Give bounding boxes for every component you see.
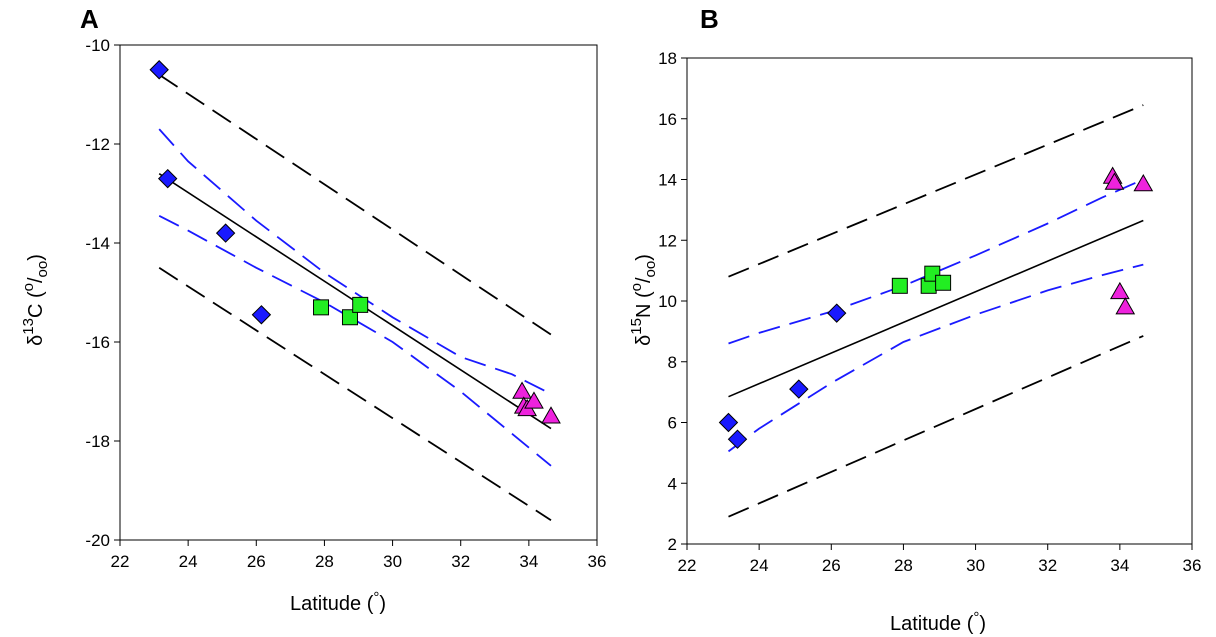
y-tick-label: -14 xyxy=(85,234,110,253)
x-tick-label: 24 xyxy=(179,552,198,571)
x-tick-label: 34 xyxy=(1110,556,1129,575)
y-tick-label: -18 xyxy=(85,432,110,451)
triangle-point xyxy=(512,381,532,399)
panel-a-label: A xyxy=(80,4,99,34)
x-tick-label: 22 xyxy=(678,556,697,575)
prediction-interval-line xyxy=(728,104,1144,278)
y-tick-label: 16 xyxy=(658,110,677,129)
diamond-point xyxy=(727,429,748,449)
confidence-interval-line xyxy=(158,128,552,395)
panel-b-fit-lines xyxy=(727,104,1144,518)
x-tick-label: 32 xyxy=(1038,556,1057,575)
prediction-interval-line xyxy=(158,73,552,336)
triangle-point xyxy=(1133,174,1154,192)
x-tick-label: 28 xyxy=(894,556,913,575)
x-tick-label: 26 xyxy=(247,552,266,571)
panel-a-y-axis-title: δ13C (o/oo) xyxy=(20,254,51,346)
panel-a: A 22 24 26 28 30 32 34 36 -20 -18 -16 -14 -12 -10 La… xyxy=(20,4,606,615)
x-tick-label: 24 xyxy=(750,556,769,575)
diamond-point xyxy=(251,305,272,325)
triangle-point xyxy=(1115,297,1136,315)
panel-b-x-ticks: 22 24 26 28 30 32 34 36 xyxy=(678,544,1202,575)
x-tick-label: 28 xyxy=(315,552,334,571)
y-tick-label: -12 xyxy=(85,135,110,154)
square-point xyxy=(891,277,908,294)
panel-a-x-ticks: 22 24 26 28 30 32 34 36 xyxy=(111,540,607,571)
triangle-point xyxy=(1104,172,1125,190)
panel-a-x-axis-degree: ° xyxy=(373,589,379,606)
x-tick-label: 34 xyxy=(519,552,538,571)
diamond-point xyxy=(149,60,169,80)
diamond-point xyxy=(826,303,847,323)
confidence-interval-line xyxy=(727,263,1144,453)
panel-b-x-axis-title: Latitude (°) xyxy=(890,609,986,635)
y-tick-label: 8 xyxy=(668,353,677,372)
x-tick-label: 30 xyxy=(383,552,402,571)
triangle-point xyxy=(524,391,544,409)
regression-line xyxy=(728,219,1144,398)
y-tick-label: -16 xyxy=(85,333,110,352)
panel-b-plot-frame xyxy=(686,57,1193,545)
y-tick-label: 10 xyxy=(658,292,677,311)
square-point xyxy=(313,299,330,316)
panel-a-fit-lines xyxy=(158,73,552,521)
triangle-point xyxy=(1109,281,1130,300)
panel-b-data-points xyxy=(718,166,1154,449)
panel-b-y-ticks: 2 4 6 8 10 12 14 16 18 xyxy=(658,49,687,554)
x-tick-label: 26 xyxy=(822,556,841,575)
confidence-interval-line xyxy=(728,178,1144,345)
square-point xyxy=(352,296,369,313)
y-tick-label: -10 xyxy=(85,36,110,55)
diamond-point xyxy=(718,412,739,433)
confidence-interval-line xyxy=(158,214,552,467)
panel-a-x-axis-title: Latitude (°) xyxy=(290,589,386,615)
x-tick-label: 36 xyxy=(1183,556,1202,575)
x-tick-label: 36 xyxy=(588,552,607,571)
y-tick-label: 4 xyxy=(668,474,677,493)
panel-a-plot-frame xyxy=(119,44,598,541)
diamond-point xyxy=(215,223,236,243)
x-tick-label: 30 xyxy=(966,556,985,575)
panel-a-y-axis-delta: δ xyxy=(25,335,47,346)
x-tick-label: 22 xyxy=(111,552,130,571)
y-tick-label: -20 xyxy=(85,531,110,550)
panel-a-y-ticks: -20 -18 -16 -14 -12 -10 xyxy=(85,36,120,550)
diamond-point xyxy=(157,168,178,189)
panel-b-label: B xyxy=(700,4,719,34)
y-tick-label: 2 xyxy=(668,535,677,554)
y-tick-label: 14 xyxy=(658,171,677,190)
panel-a-data-points xyxy=(149,60,561,424)
prediction-interval-line xyxy=(158,267,552,521)
y-tick-label: 6 xyxy=(668,414,677,433)
x-tick-label: 32 xyxy=(451,552,470,571)
triangle-point xyxy=(541,406,561,424)
panel-a-x-axis-title-text: Latitude ( xyxy=(290,593,374,615)
square-point xyxy=(935,274,952,291)
panel-b-y-axis-title: δ15N (o/oo) xyxy=(628,254,659,346)
diamond-point xyxy=(789,379,809,399)
y-tick-label: 12 xyxy=(658,231,677,250)
y-tick-label: 18 xyxy=(658,49,677,68)
prediction-interval-line xyxy=(728,335,1144,518)
square-point xyxy=(341,309,358,326)
